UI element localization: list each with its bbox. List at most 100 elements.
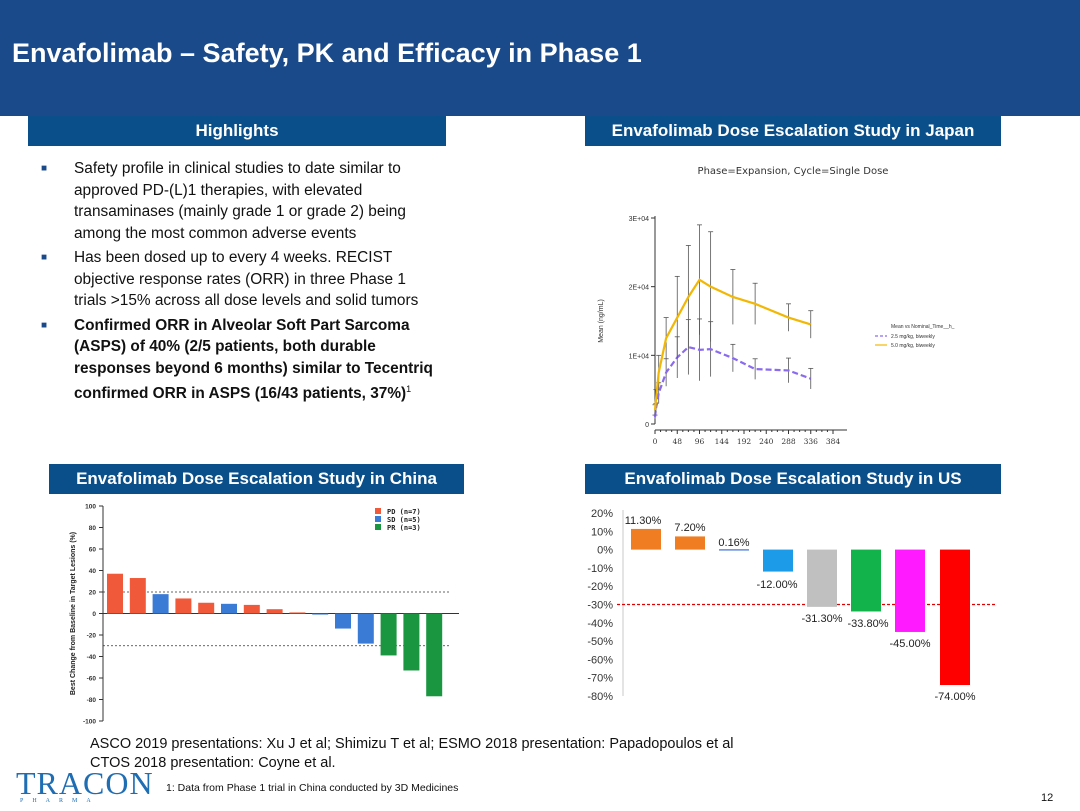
data-label: 11.30% (625, 515, 662, 527)
bar (129, 578, 146, 614)
x-tick-label: 288 (781, 437, 796, 446)
bar (380, 613, 397, 656)
bar (675, 536, 705, 550)
footnote-marker: 1 (406, 384, 412, 394)
references: ASCO 2019 presentations: Xu J et al; Shi… (90, 735, 734, 773)
legend-label: PD (n=7) (387, 508, 421, 516)
y-tick-label: 60 (89, 547, 97, 554)
x-tick-label: 96 (695, 437, 705, 446)
bar (940, 549, 970, 686)
bar (289, 612, 306, 614)
y-tick-label: 20 (89, 590, 97, 597)
japan-chart: Phase=Expansion, Cycle=Single Dose 0 1E+04… (585, 148, 1001, 450)
x-tick-label: 336 (804, 437, 819, 446)
data-label: -12.00% (757, 579, 798, 591)
y-tick-label: 1E+04 (629, 353, 650, 360)
legend-swatch (375, 524, 381, 530)
bullet-icon: ■ (41, 252, 48, 263)
x-tick-label: 48 (672, 437, 682, 446)
bar (312, 613, 329, 615)
bar (357, 613, 374, 644)
list-item: ■ Confirmed ORR in Alveolar Soft Part Sar… (41, 316, 433, 403)
y-tick-label: -20 (87, 633, 97, 640)
y-axis-label: Best Change from Baseline in Target Lesi… (70, 532, 77, 695)
bullet-icon: ■ (41, 319, 48, 331)
y-tick-label: 0% (597, 545, 613, 557)
y-tick-label: -70% (587, 673, 613, 685)
y-tick-label: 3E+04 (629, 216, 650, 223)
us-chart-svg: 20% 10% 0% -10% -20% -30% -40% -50% -60% -70% -80%… (587, 508, 995, 703)
y-tick-label: 0 (645, 422, 649, 429)
y-tick-label: -20% (587, 581, 613, 593)
y-tick-label: -80 (87, 697, 97, 704)
y-tick-label: 40 (89, 568, 97, 575)
legend-label: 2.5 mg/kg, biweekly (891, 334, 935, 340)
bar (807, 549, 837, 607)
bar (107, 573, 123, 614)
bullet-icon: ■ (41, 163, 48, 174)
data-label: -74.00% (935, 691, 976, 703)
series-line (653, 345, 812, 418)
japan-header: Envafolimab Dose Escalation Study in Jap… (585, 116, 1001, 146)
y-tick-label: -40% (587, 618, 613, 630)
y-tick-label: 100 (85, 504, 96, 511)
x-tick-label: 144 (715, 437, 730, 446)
x-tick-label: 240 (759, 437, 774, 446)
legend-swatch (375, 508, 381, 514)
title-bar: Envafolimab – Safety, PK and Efficacy in… (0, 0, 1080, 116)
y-tick-label: 80 (89, 525, 97, 532)
bar (175, 598, 192, 614)
y-tick-label: 20% (591, 508, 613, 520)
data-label: 7.20% (674, 522, 705, 534)
data-label: -33.80% (848, 618, 889, 630)
legend-title: Mean vs Nominal_Time__h_ (891, 324, 955, 330)
y-tick-label: -30% (587, 600, 613, 612)
china-header: Envafolimab Dose Escalation Study in Chi… (49, 464, 464, 494)
y-tick-label: -50% (587, 636, 613, 648)
tracon-logo: TRACON PHARMA (16, 765, 156, 808)
bar (631, 528, 661, 550)
y-tick-label: -60 (87, 676, 97, 683)
bar (851, 549, 881, 612)
bar (719, 549, 749, 551)
list-item: ■ Has been dosed up to every 4 weeks. REC… (41, 249, 419, 309)
bar (763, 549, 793, 572)
reference-line: ASCO 2019 presentations: Xu J et al; Shi… (90, 736, 734, 752)
bar (198, 602, 215, 614)
data-label: 0.16% (718, 537, 749, 549)
logo-sub: PHARMA (20, 798, 100, 804)
japan-chart-svg: Phase=Expansion, Cycle=Single Dose 0 1E+04… (598, 166, 955, 446)
y-tick-label: -60% (587, 654, 613, 666)
legend-label: 5.0 mg/kg, biweekly (891, 343, 935, 349)
highlights-list: ■ Safety profile in clinical studies to d… (38, 158, 438, 408)
x-tick-label: 384 (826, 437, 841, 446)
bar (403, 613, 420, 671)
legend-label: SD (n=5) (387, 516, 421, 524)
page-number: 12 (1041, 792, 1054, 804)
legend-label: PR (n=3) (387, 524, 421, 532)
logo-word: TRACON (16, 765, 154, 801)
x-tick-label: 192 (737, 437, 752, 446)
bar (243, 604, 260, 614)
y-axis-label: Mean (ng/mL) (598, 299, 605, 343)
y-tick-label: -80% (587, 691, 613, 703)
y-tick-label: -40 (87, 654, 97, 661)
legend-swatch (375, 516, 381, 522)
data-label: -45.00% (890, 638, 931, 650)
bar (335, 613, 351, 629)
bar (266, 609, 283, 614)
x-tick-label: 0 (653, 437, 658, 446)
footnote: 1: Data from Phase 1 trial in China cond… (166, 782, 459, 794)
highlights-header: Highlights (28, 116, 446, 146)
china-chart-svg: 100 80 60 40 20 0 -20 -40 -60 -80 -100 Best Change … (70, 504, 459, 726)
bar (221, 603, 237, 614)
reference-line: CTOS 2018 presentation: Coyne et al. (90, 755, 336, 771)
us-header: Envafolimab Dose Escalation Study in US (585, 464, 1001, 494)
y-tick-label: 2E+04 (629, 285, 650, 292)
page-title: Envafolimab – Safety, PK and Efficacy in… (12, 38, 642, 68)
bar (426, 613, 443, 697)
series-line (653, 278, 812, 411)
y-tick-label: 10% (591, 526, 613, 538)
bar (152, 594, 169, 614)
bar (895, 549, 925, 632)
